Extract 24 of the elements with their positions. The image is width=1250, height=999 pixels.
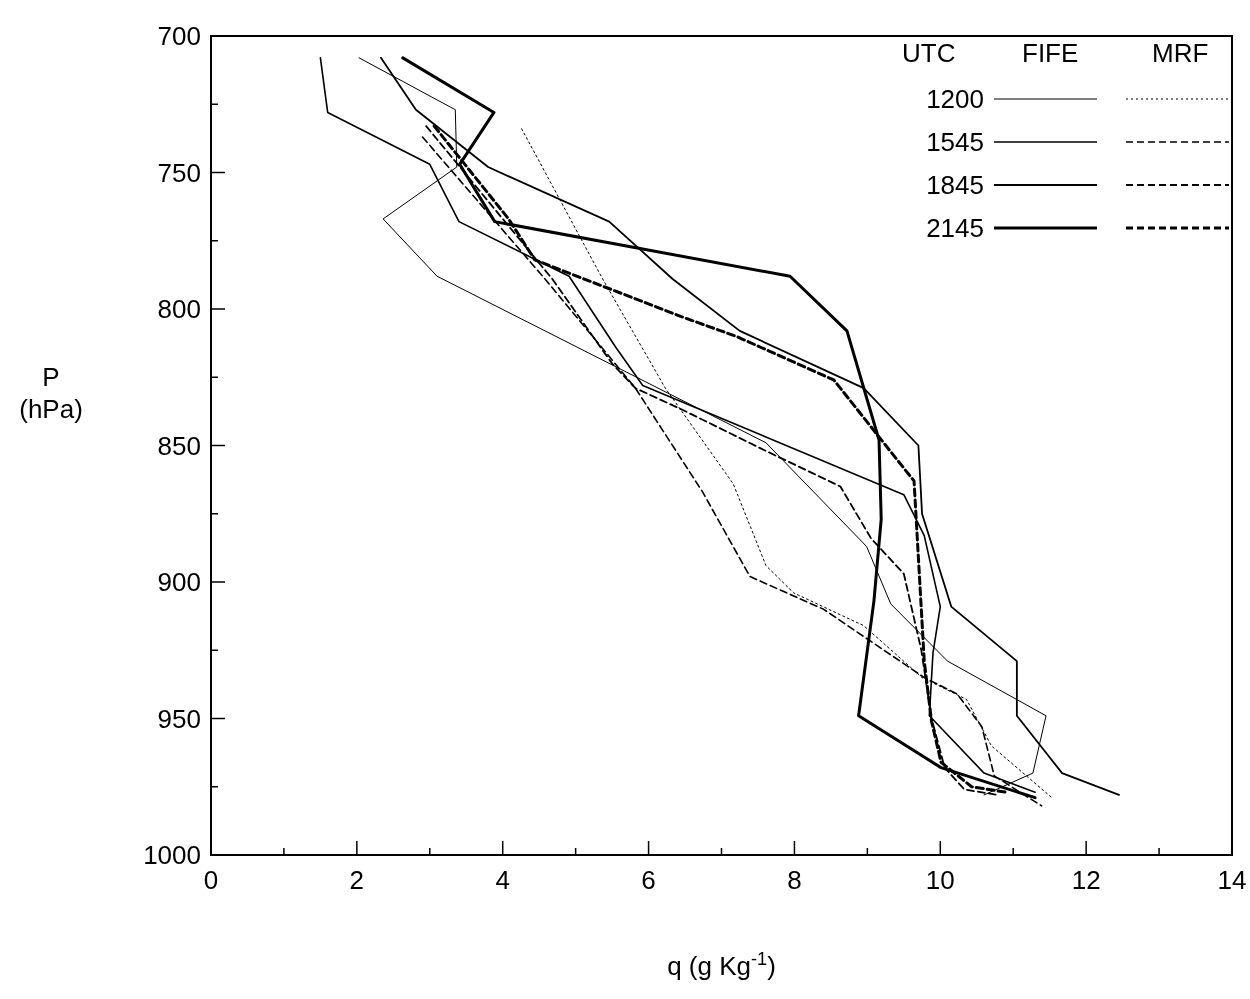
x-tick-label: 2	[349, 865, 365, 895]
y-tick-label: 850	[157, 430, 201, 461]
y-tick-label: 700	[157, 21, 201, 51]
annotation: FIFE	[1022, 38, 1079, 68]
x-axis-title: q (g Kg$^{-1}$)	[667, 949, 776, 981]
y-tick-label: 950	[157, 703, 201, 734]
x-tick-label: 10	[925, 865, 955, 895]
y-tick-label: 750	[157, 157, 201, 188]
legend-label: 1845	[926, 170, 984, 200]
legend-title: UTC	[902, 38, 956, 68]
x-tick-label: 12	[1071, 865, 1101, 895]
annotation: MRF	[1152, 38, 1209, 68]
x-tick-label: 8	[787, 865, 802, 895]
x-tick-label: 14	[1217, 865, 1247, 895]
legend-label: 1200	[926, 84, 984, 114]
x-tick-label: 6	[641, 865, 656, 895]
legend-label: 1545	[926, 127, 984, 157]
y-axis-title: P (hPa)	[19, 361, 83, 424]
x-tick-label: 4	[495, 865, 510, 895]
y-tick-label: 800	[157, 294, 201, 324]
y-tick-label: 900	[157, 567, 201, 597]
y-tick-label: 1000	[143, 840, 201, 870]
legend-label: 2145	[926, 213, 984, 243]
x-tick-label: 0	[203, 865, 219, 895]
